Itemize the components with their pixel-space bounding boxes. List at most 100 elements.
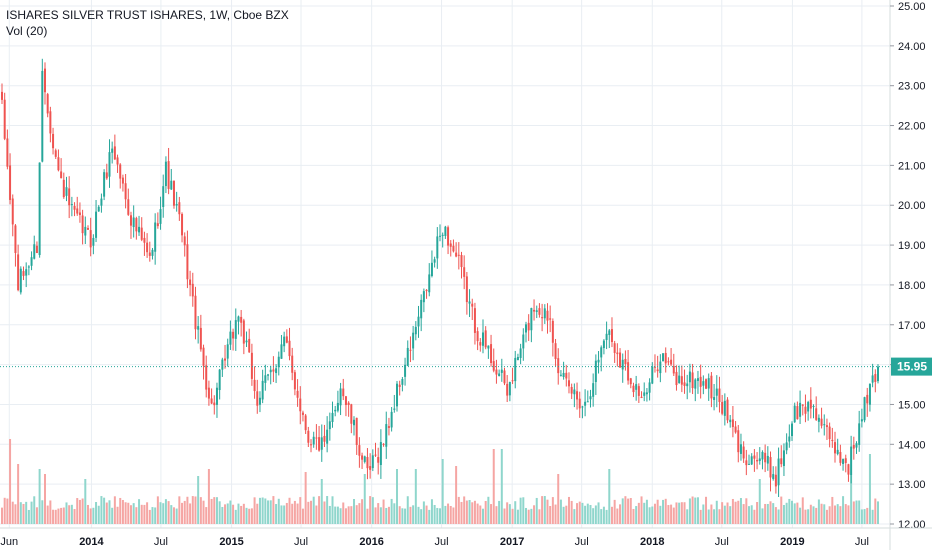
price-tick-label: 13.00 xyxy=(898,479,926,491)
volume-bar xyxy=(331,496,334,524)
candle-body xyxy=(224,358,227,361)
volume-bar xyxy=(664,498,667,524)
volume-bar xyxy=(280,505,283,524)
volume-bar xyxy=(500,449,503,524)
candle-body xyxy=(721,401,724,414)
candle-body xyxy=(836,449,839,454)
candle-body xyxy=(597,359,600,363)
volume-bar xyxy=(385,507,388,524)
candle-body xyxy=(57,157,60,171)
candle-body xyxy=(433,259,436,263)
candle-body xyxy=(1,91,3,100)
candle-body xyxy=(766,455,769,464)
candle-body xyxy=(600,347,603,358)
candle-body xyxy=(267,374,270,376)
candle-body xyxy=(248,338,251,353)
candle-body xyxy=(686,383,689,387)
candle-body xyxy=(189,279,192,286)
volume-bar xyxy=(479,505,482,524)
candle-body xyxy=(877,366,879,382)
candle-body xyxy=(863,397,866,421)
volume-bar xyxy=(764,503,767,524)
candle-body xyxy=(602,340,605,349)
candle-body xyxy=(831,439,834,441)
candle-body xyxy=(705,379,708,389)
candle-body xyxy=(11,198,14,225)
candle-body xyxy=(84,226,87,236)
volume-bar xyxy=(729,506,732,524)
volume-bar xyxy=(22,503,25,524)
candle-body xyxy=(417,316,420,327)
volume-bar xyxy=(487,496,490,524)
volume-bar xyxy=(248,508,251,524)
volume-bar xyxy=(842,496,845,524)
volume-bar xyxy=(17,464,20,524)
candle-body xyxy=(113,146,116,160)
candle-body xyxy=(167,161,170,189)
candle-body xyxy=(288,340,291,357)
volume-bar xyxy=(315,505,318,524)
time-axis[interactable]: Jun 2014 Jul 2015 Jul 2016 Jul 2017 Jul 2018 Jul 20… xyxy=(0,527,932,548)
volume-bar xyxy=(490,504,493,524)
candle-body xyxy=(398,384,401,387)
volume-bar xyxy=(92,507,95,524)
candle-body xyxy=(97,206,100,212)
time-tick-label: Jun xyxy=(0,536,18,548)
candle-body xyxy=(699,376,702,387)
volume-bar xyxy=(463,496,466,524)
candle-body xyxy=(194,295,197,330)
last-price-tag xyxy=(891,357,932,376)
volume-bar xyxy=(312,496,315,524)
candle-body xyxy=(565,372,568,379)
candle-body xyxy=(516,357,519,361)
candle-body xyxy=(748,463,751,465)
volume-bar xyxy=(559,499,562,524)
volume-bar xyxy=(11,501,14,524)
volume-bar xyxy=(159,502,162,524)
volume-bar xyxy=(801,497,804,524)
volume-bar xyxy=(269,500,272,524)
volume-bar xyxy=(124,502,127,524)
candle-body xyxy=(570,387,573,394)
volume-bar xyxy=(285,502,288,524)
volume-bar xyxy=(855,500,858,524)
volume-bar xyxy=(610,506,613,524)
candle-body xyxy=(355,417,358,445)
candle-body xyxy=(70,204,73,206)
candle-body xyxy=(361,455,364,460)
volume-bar xyxy=(683,502,686,524)
candle-body xyxy=(9,165,12,200)
candle-body xyxy=(269,369,272,373)
candle-body xyxy=(215,387,218,405)
volume-bar xyxy=(342,502,345,524)
candle-body xyxy=(301,412,304,415)
candle-body xyxy=(272,369,275,372)
volume-bar xyxy=(541,496,544,524)
volume-bar xyxy=(858,500,861,524)
candle-body xyxy=(793,405,796,423)
candle-body xyxy=(277,356,280,368)
price-axis[interactable]: 12.0013.0014.0015.0016.0017.0018.0019.00… xyxy=(889,0,932,550)
volume-bar xyxy=(406,496,409,524)
candle-body xyxy=(336,402,339,411)
candle-body xyxy=(788,436,791,442)
candle-body xyxy=(522,334,525,349)
volume-bar xyxy=(396,469,399,524)
volume-bar xyxy=(116,506,119,524)
volume-bar xyxy=(852,501,855,524)
volume-bar xyxy=(619,504,622,524)
candle-body xyxy=(371,455,374,469)
volume-bar xyxy=(213,497,216,524)
candle-body xyxy=(723,400,726,416)
volume-indicator-label[interactable]: Vol (20) xyxy=(6,24,48,38)
candle-body xyxy=(796,406,799,420)
candle-body xyxy=(363,456,366,462)
volume-bar xyxy=(267,500,270,524)
volume-bar xyxy=(632,508,635,524)
volume-bar xyxy=(25,501,28,524)
volume-bar xyxy=(361,499,364,524)
volume-bar xyxy=(524,507,527,524)
candle-body xyxy=(178,202,181,215)
volume-bar xyxy=(721,502,724,524)
